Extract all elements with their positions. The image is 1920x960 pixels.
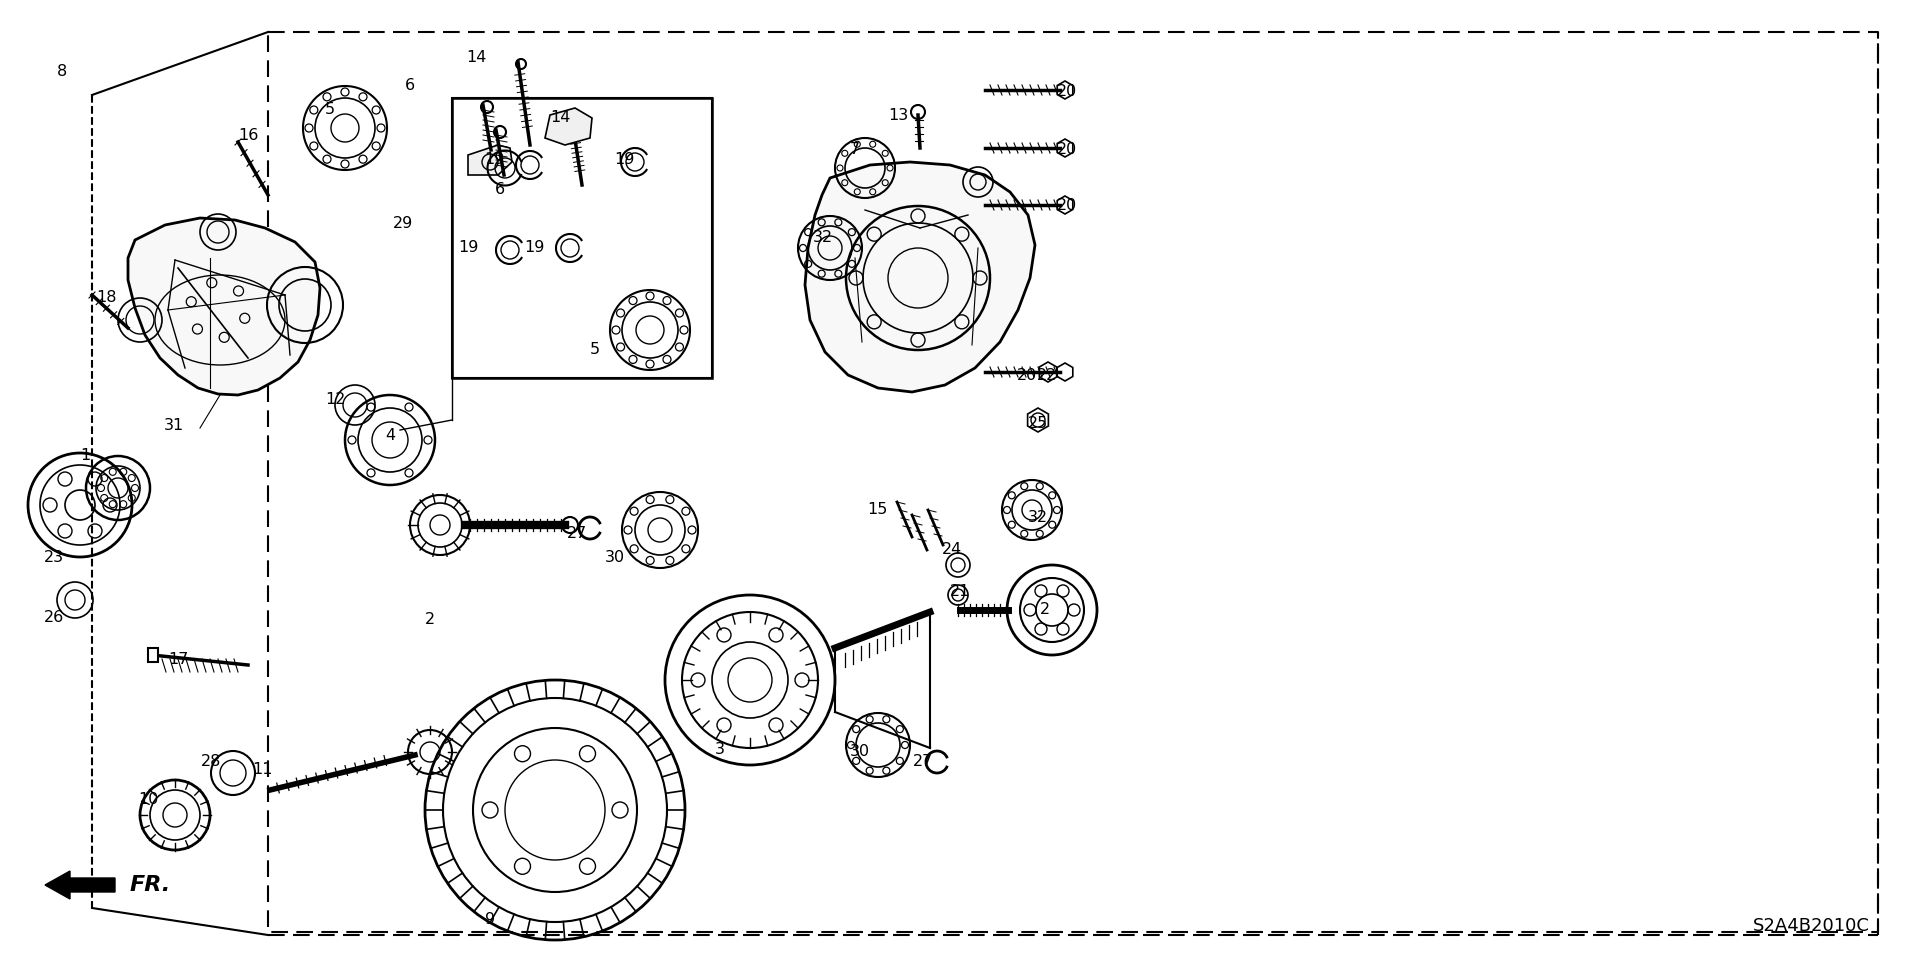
- Text: 1: 1: [81, 447, 90, 463]
- Text: 32: 32: [812, 229, 833, 245]
- Text: 27: 27: [566, 525, 588, 540]
- Text: 14: 14: [549, 110, 570, 126]
- Bar: [451, 98, 712, 378]
- Text: 11: 11: [252, 762, 273, 778]
- Text: 23: 23: [44, 550, 63, 565]
- Text: 20: 20: [1056, 198, 1077, 212]
- Text: 28: 28: [202, 755, 221, 770]
- Text: 19: 19: [614, 153, 634, 167]
- Text: 13: 13: [887, 108, 908, 123]
- Text: 17: 17: [167, 653, 188, 667]
- Text: 10: 10: [138, 793, 157, 807]
- Text: 31: 31: [163, 418, 184, 433]
- Polygon shape: [468, 145, 513, 175]
- Text: 18: 18: [96, 291, 117, 305]
- Text: 21: 21: [950, 585, 970, 599]
- Text: 26: 26: [44, 610, 63, 625]
- Text: 2: 2: [424, 612, 436, 628]
- Text: 32: 32: [1027, 511, 1048, 525]
- Text: 6: 6: [495, 182, 505, 198]
- Text: FR.: FR.: [131, 875, 171, 895]
- Text: 19: 19: [457, 241, 478, 255]
- Text: 20: 20: [1018, 368, 1037, 382]
- Text: 19: 19: [524, 241, 543, 255]
- Text: 6: 6: [405, 78, 415, 92]
- Text: 19: 19: [484, 153, 505, 167]
- Text: 8: 8: [58, 64, 67, 80]
- Text: S2A4B2010C: S2A4B2010C: [1753, 917, 1870, 935]
- Text: 24: 24: [943, 542, 962, 558]
- Text: 30: 30: [851, 745, 870, 759]
- Text: 14: 14: [467, 51, 486, 65]
- Text: 15: 15: [866, 502, 887, 517]
- Text: 5: 5: [324, 103, 336, 117]
- Text: 7: 7: [851, 142, 860, 157]
- Text: 20: 20: [1056, 84, 1077, 100]
- Polygon shape: [545, 108, 591, 145]
- FancyArrow shape: [44, 871, 115, 899]
- Text: 16: 16: [238, 128, 257, 142]
- Text: 22: 22: [1037, 368, 1058, 382]
- Bar: [451, 98, 712, 378]
- Text: 9: 9: [486, 913, 495, 927]
- Text: 3: 3: [714, 742, 726, 757]
- Text: 12: 12: [324, 393, 346, 407]
- Text: 5: 5: [589, 343, 601, 357]
- Text: 20: 20: [1056, 142, 1077, 157]
- Text: 30: 30: [605, 550, 626, 565]
- Polygon shape: [804, 162, 1035, 392]
- Polygon shape: [129, 218, 321, 395]
- Text: 4: 4: [384, 427, 396, 443]
- Text: 25: 25: [1027, 417, 1048, 431]
- Text: 29: 29: [394, 217, 413, 231]
- Text: 27: 27: [912, 755, 933, 770]
- Text: 2: 2: [1041, 603, 1050, 617]
- Bar: [148, 648, 157, 662]
